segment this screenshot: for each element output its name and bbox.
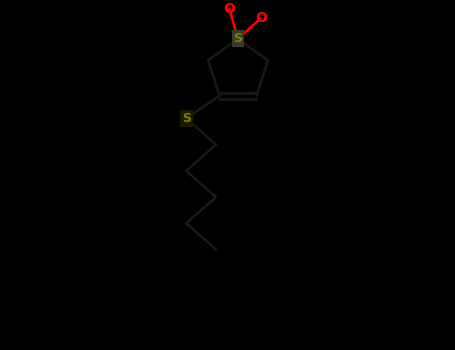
- Text: S: S: [233, 32, 243, 45]
- Text: O: O: [255, 12, 267, 26]
- Text: S: S: [182, 112, 191, 125]
- Text: O: O: [223, 2, 235, 16]
